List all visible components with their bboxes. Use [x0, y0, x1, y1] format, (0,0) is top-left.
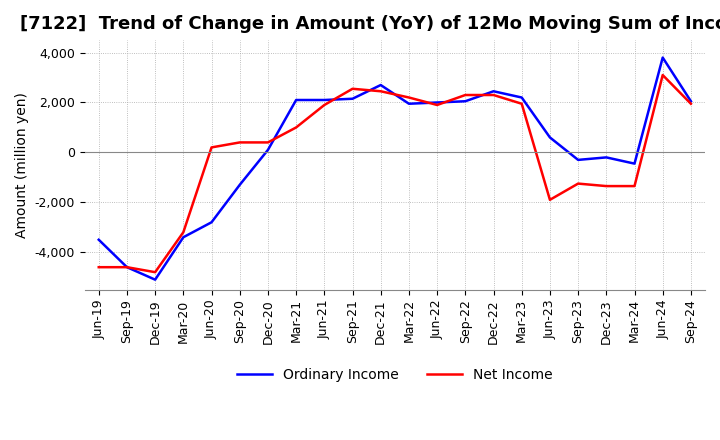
Ordinary Income — [630, 161, 639, 166]
Net Income — [518, 101, 526, 106]
Ordinary Income — [405, 101, 413, 106]
Net Income — [658, 73, 667, 78]
Net Income — [150, 270, 159, 275]
Net Income — [292, 125, 300, 130]
Net Income — [122, 264, 131, 270]
Ordinary Income — [264, 147, 272, 153]
Ordinary Income — [433, 100, 441, 105]
Net Income — [630, 183, 639, 189]
Ordinary Income — [207, 220, 216, 225]
Ordinary Income — [602, 155, 611, 160]
Net Income — [94, 264, 103, 270]
Net Income — [179, 230, 188, 235]
Ordinary Income — [377, 82, 385, 88]
Net Income — [433, 103, 441, 108]
Ordinary Income — [546, 135, 554, 140]
Line: Net Income: Net Income — [99, 75, 691, 272]
Ordinary Income — [658, 55, 667, 60]
Line: Ordinary Income: Ordinary Income — [99, 58, 691, 280]
Ordinary Income — [150, 277, 159, 282]
Ordinary Income — [122, 264, 131, 270]
Ordinary Income — [687, 99, 696, 104]
Net Income — [320, 103, 328, 108]
Ordinary Income — [320, 97, 328, 103]
Ordinary Income — [292, 97, 300, 103]
Net Income — [405, 95, 413, 100]
Ordinary Income — [179, 235, 188, 240]
Legend: Ordinary Income, Net Income: Ordinary Income, Net Income — [232, 363, 558, 388]
Net Income — [461, 92, 469, 98]
Ordinary Income — [348, 96, 357, 101]
Net Income — [207, 145, 216, 150]
Ordinary Income — [235, 182, 244, 187]
Ordinary Income — [489, 88, 498, 94]
Net Income — [546, 197, 554, 202]
Ordinary Income — [94, 237, 103, 242]
Net Income — [489, 92, 498, 98]
Y-axis label: Amount (million yen): Amount (million yen) — [15, 92, 29, 238]
Net Income — [235, 140, 244, 145]
Net Income — [574, 181, 582, 186]
Title: [7122]  Trend of Change in Amount (YoY) of 12Mo Moving Sum of Incomes: [7122] Trend of Change in Amount (YoY) o… — [20, 15, 720, 33]
Net Income — [687, 101, 696, 106]
Ordinary Income — [461, 99, 469, 104]
Net Income — [602, 183, 611, 189]
Net Income — [264, 140, 272, 145]
Net Income — [377, 88, 385, 94]
Ordinary Income — [518, 95, 526, 100]
Net Income — [348, 86, 357, 92]
Ordinary Income — [574, 157, 582, 162]
